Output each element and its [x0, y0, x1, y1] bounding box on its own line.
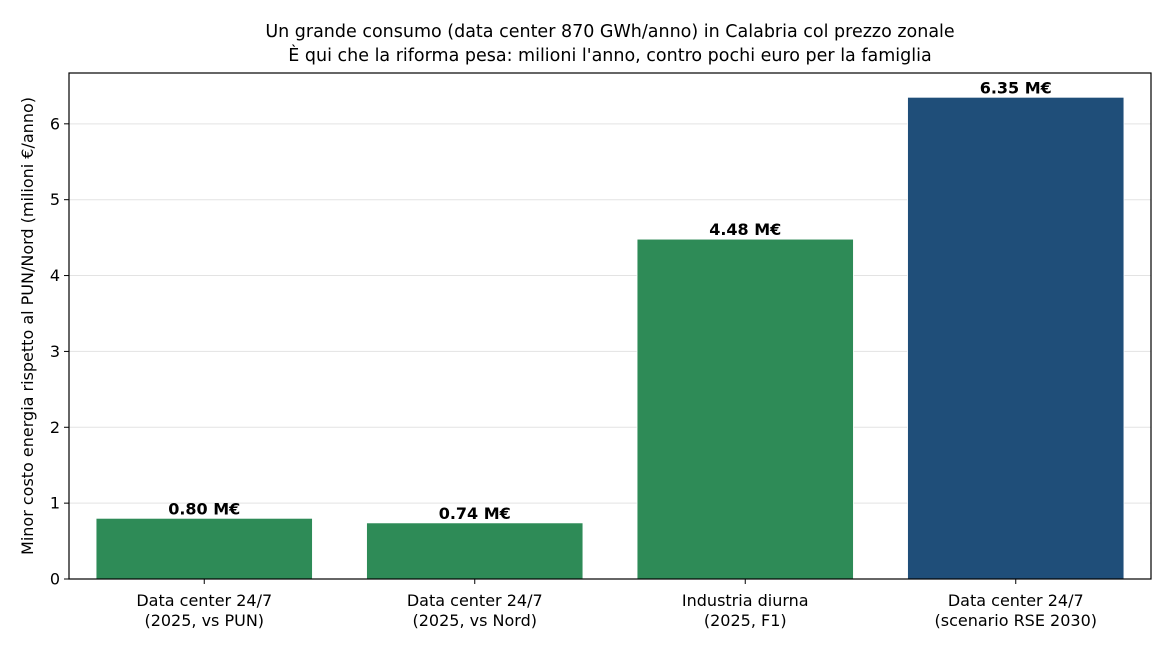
x-tick-label: Data center 24/7 [948, 591, 1084, 610]
bar-value-label: 0.74 M€ [439, 504, 511, 523]
bar [366, 522, 584, 580]
chart-title: Un grande consumo (data center 870 GWh/a… [265, 22, 954, 66]
x-tick-label: Data center 24/7 [407, 591, 543, 610]
x-tick-label: Data center 24/7 [136, 591, 272, 610]
y-axis: 0 1 2 3 4 5 6 [50, 114, 69, 589]
x-tick-label: (scenario RSE 2030) [935, 611, 1098, 630]
plot-frame [68, 72, 1152, 580]
y-tick-label: 6 [50, 114, 60, 133]
y-tick-label: 2 [50, 418, 60, 437]
x-tick-label: (2025, vs PUN) [144, 611, 264, 630]
x-tick-label: (2025, vs Nord) [413, 611, 537, 630]
x-axis: Data center 24/7(2025, vs PUN)Data cente… [136, 579, 1097, 630]
y-tick-label: 0 [50, 570, 60, 589]
value-labels: 0.80 M€ 0.74 M€ 4.48 M€ 6.35 M€ [168, 78, 1052, 523]
y-tick-label: 5 [50, 190, 60, 209]
bar-value-label: 4.48 M€ [709, 220, 781, 239]
bar [907, 96, 1125, 580]
chart-title-line: È qui che la riforma pesa: milioni l'ann… [288, 44, 931, 66]
bars [95, 96, 1125, 580]
y-tick-label: 1 [50, 494, 60, 513]
x-tick-label: Industria diurna [682, 591, 809, 610]
chart-title-line: Un grande consumo (data center 870 GWh/a… [265, 22, 954, 42]
bar-value-label: 6.35 M€ [980, 78, 1052, 97]
bar [95, 517, 313, 580]
x-tick-label: (2025, F1) [704, 611, 787, 630]
y-axis-label: Minor costo energia rispetto al PUN/Nord… [18, 97, 37, 555]
bar [636, 238, 854, 580]
bar-value-label: 0.80 M€ [168, 499, 240, 518]
y-tick-label: 3 [50, 342, 60, 361]
y-tick-label: 4 [50, 266, 60, 285]
